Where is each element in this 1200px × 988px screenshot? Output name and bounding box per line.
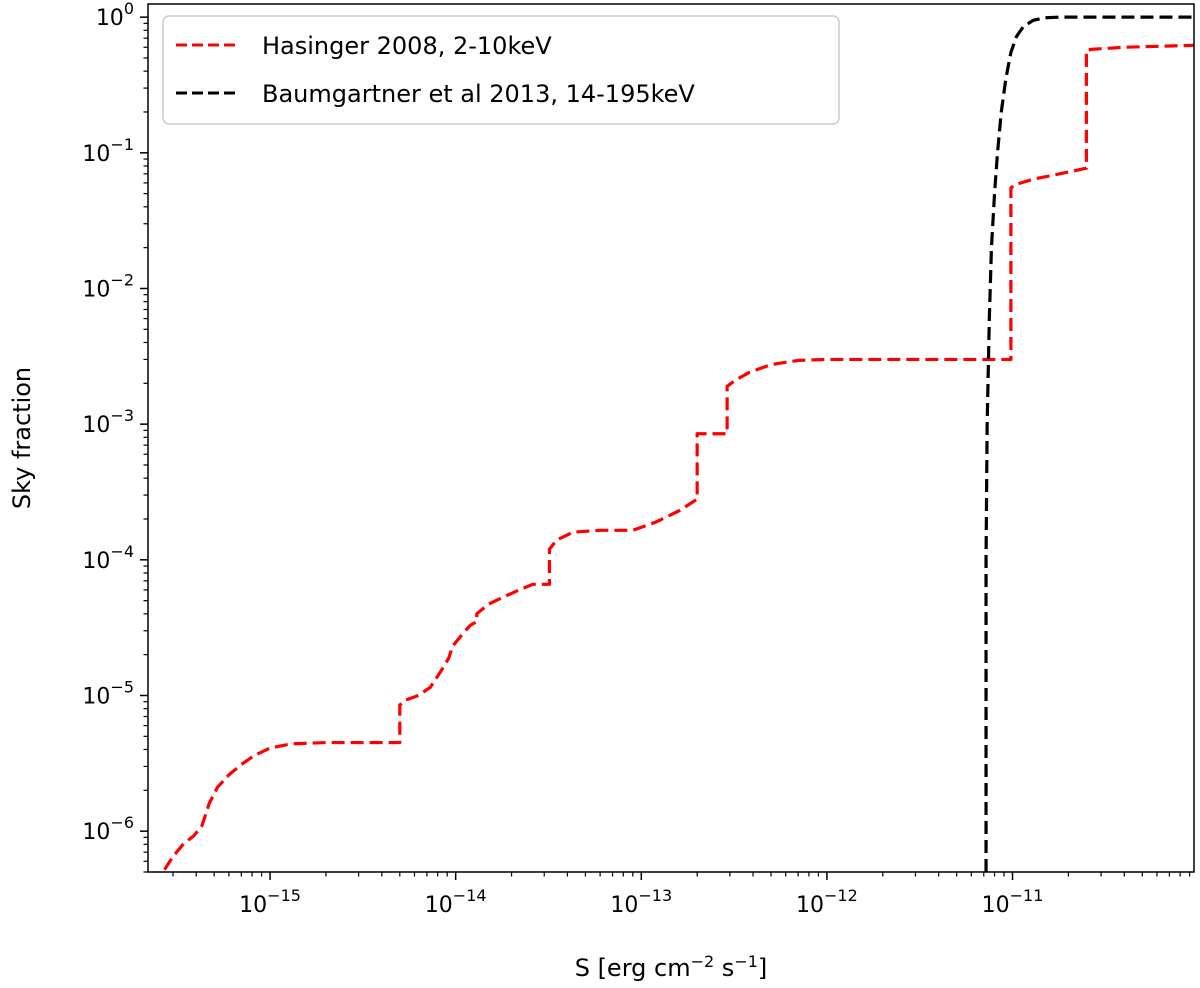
y-tick-label-4: 10−2 xyxy=(82,270,134,302)
y-axis-label: Sky fraction xyxy=(8,367,36,509)
series-line-hasinger xyxy=(163,43,1195,871)
y-tick-label-6: 100 xyxy=(96,0,134,31)
legend-box xyxy=(162,15,840,125)
series-layer xyxy=(163,15,1195,872)
y-tick-label-3: 10−3 xyxy=(82,406,134,438)
x-axis-label: S [erg cm−2 s−1] xyxy=(575,952,768,982)
x-tick-label-4: 10−11 xyxy=(982,886,1044,918)
legend: Hasinger 2008, 2-10keV Baumgartner et al… xyxy=(162,15,840,125)
series-line-baumgartner xyxy=(984,15,1194,872)
y-tick-label-1: 10−5 xyxy=(82,677,134,709)
y-tick-label-2: 10−4 xyxy=(82,542,134,574)
y-tick-label-0: 10−6 xyxy=(82,813,134,845)
legend-label-baumgartner: Baumgartner et al 2013, 14-195keV xyxy=(262,80,695,108)
x-tick-label-2: 10−13 xyxy=(610,886,672,918)
x-tick-label-1: 10−14 xyxy=(425,886,487,918)
x-tick-label-0: 10−15 xyxy=(239,886,301,918)
legend-label-hasinger: Hasinger 2008, 2-10keV xyxy=(262,32,552,60)
ticks-layer: 10−15 10−14 10−13 10−12 10−11 10−6 10−5 10−4 10−… xyxy=(82,0,1191,918)
y-tick-label-5: 10−1 xyxy=(82,135,134,167)
plot-frame xyxy=(147,3,1195,873)
x-tick-label-3: 10−12 xyxy=(796,886,858,918)
